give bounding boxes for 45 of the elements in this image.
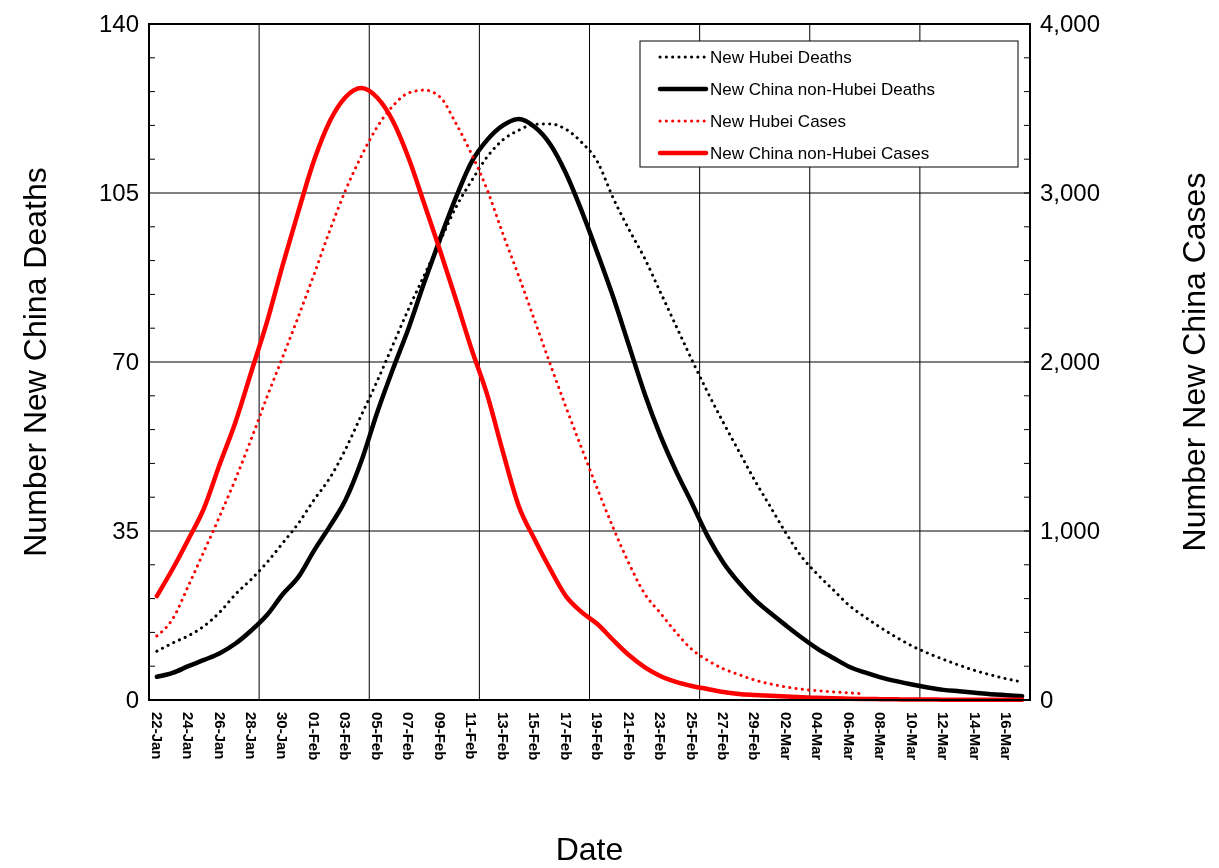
y-axis-title: Number New China Deaths <box>17 167 53 557</box>
x-tick-label: 22-Jan <box>148 712 166 760</box>
x-tick-label: 27-Feb <box>714 712 732 761</box>
x-tick-label: 15-Feb <box>526 712 544 761</box>
x-tick-label: 26-Jan <box>211 712 229 760</box>
y2-tick-label: 0 <box>1040 686 1054 714</box>
x-tick-label: 06-Mar <box>840 712 858 761</box>
legend-label: New China non-Hubei Deaths <box>710 79 935 99</box>
y-tick-label: 140 <box>98 10 139 38</box>
y2-tick-label: 1,000 <box>1040 517 1101 545</box>
x-tick-label: 05-Feb <box>368 712 386 761</box>
x-tick-label: 13-Feb <box>494 712 512 761</box>
x-axis-title: Date <box>555 831 624 867</box>
x-tick-label: 12-Mar <box>935 712 953 761</box>
x-tick-label: 19-Feb <box>589 712 607 761</box>
x-tick-label: 14-Mar <box>966 712 984 761</box>
x-tick-label: 23-Feb <box>652 712 670 761</box>
legend-label: New Hubei Deaths <box>710 47 852 67</box>
x-tick-label: 25-Feb <box>683 712 701 761</box>
x-tick-label: 16-Mar <box>998 712 1016 761</box>
x-tick-label: 01-Feb <box>305 712 323 761</box>
y2-tick-label: 4,000 <box>1040 10 1101 38</box>
x-tick-label: 10-Mar <box>903 712 921 761</box>
y-tick-label: 0 <box>125 686 139 714</box>
x-tick-label: 28-Jan <box>243 712 261 760</box>
y2-tick-label: 3,000 <box>1040 179 1101 207</box>
x-tick-label: 21-Feb <box>620 712 638 761</box>
x-tick-label: 02-Mar <box>777 712 795 761</box>
legend-label: New Hubei Cases <box>710 111 847 131</box>
x-tick-label: 09-Feb <box>431 712 449 761</box>
legend-label: New China non-Hubei Cases <box>710 143 930 163</box>
x-tick-label: 11-Feb <box>463 712 481 760</box>
x-tick-label: 08-Mar <box>872 712 890 761</box>
y-tick-label: 35 <box>112 517 139 545</box>
y2-tick-label: 2,000 <box>1040 348 1101 376</box>
y-tick-label: 105 <box>98 179 139 207</box>
y-tick-label: 70 <box>112 348 139 376</box>
x-tick-label: 07-Feb <box>400 712 418 761</box>
x-tick-label: 30-Jan <box>274 712 292 760</box>
x-tick-label: 03-Feb <box>337 712 355 761</box>
x-tick-label: 29-Feb <box>746 712 764 761</box>
y2-axis-title: Number New China Cases <box>1176 172 1212 552</box>
x-tick-label: 04-Mar <box>809 712 827 761</box>
x-tick-label: 17-Feb <box>557 712 575 761</box>
x-tick-label: 24-Jan <box>180 712 198 760</box>
